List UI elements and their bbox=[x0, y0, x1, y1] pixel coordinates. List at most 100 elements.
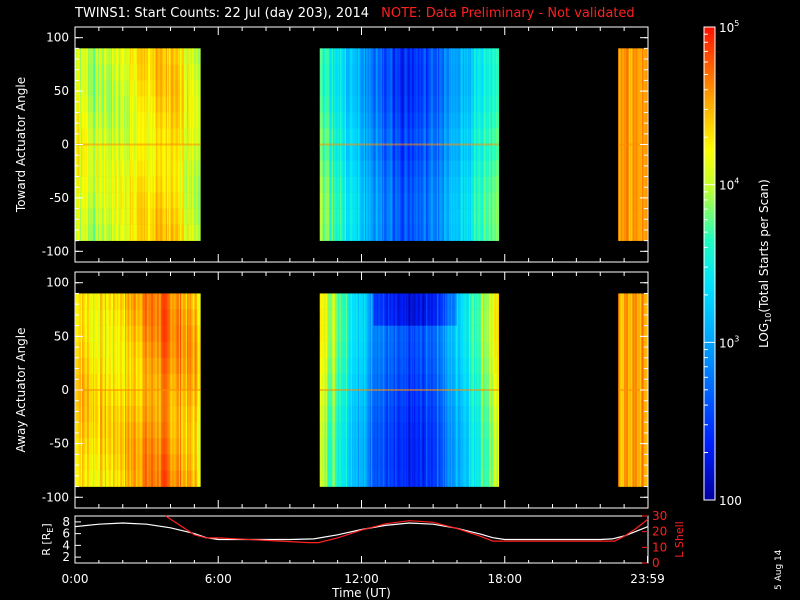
heatmap-cell bbox=[482, 176, 484, 193]
heatmap-cell bbox=[479, 128, 482, 145]
heatmap-cell bbox=[488, 64, 490, 81]
heatmap-cell bbox=[644, 208, 646, 225]
heatmap-cell bbox=[399, 80, 402, 97]
heatmap-cell bbox=[137, 128, 139, 145]
heatmap-cell bbox=[78, 112, 81, 129]
heatmap-cell bbox=[79, 208, 82, 225]
heatmap-cell bbox=[381, 144, 384, 161]
heatmap-cell bbox=[94, 48, 96, 65]
heatmap-cell bbox=[404, 96, 406, 113]
heatmap-cell bbox=[94, 192, 96, 209]
heatmap-cell bbox=[459, 224, 461, 241]
heatmap-cell bbox=[82, 341, 84, 359]
heatmap-cell bbox=[423, 64, 426, 81]
heatmap-cell bbox=[409, 160, 411, 177]
heatmap-cell bbox=[163, 96, 165, 113]
heatmap-cell bbox=[108, 112, 110, 129]
heatmap-cell bbox=[633, 48, 636, 65]
heatmap-cell bbox=[354, 454, 356, 471]
heatmap-cell bbox=[406, 80, 409, 97]
heatmap-cell bbox=[168, 224, 170, 241]
heatmap-cell bbox=[133, 470, 135, 487]
heatmap-cell bbox=[636, 160, 638, 177]
heatmap-cell bbox=[189, 373, 192, 391]
heatmap-cell bbox=[156, 422, 158, 439]
heatmap-cell bbox=[645, 224, 648, 241]
heatmap-cell bbox=[78, 208, 81, 225]
heatmap-cell bbox=[100, 192, 102, 209]
heatmap-cell bbox=[177, 373, 180, 391]
heatmap-cell bbox=[96, 438, 98, 455]
heatmap-cell bbox=[449, 176, 452, 193]
heatmap-cell bbox=[323, 48, 325, 65]
heatmap-cell bbox=[86, 144, 89, 161]
heatmap-cell bbox=[171, 224, 174, 241]
heatmap-cell bbox=[139, 128, 141, 145]
heatmap-cell bbox=[145, 128, 147, 145]
heatmap-cell bbox=[114, 176, 116, 193]
heatmap-cell bbox=[378, 80, 380, 97]
heatmap-cell bbox=[377, 224, 379, 241]
heatmap-cell bbox=[488, 48, 490, 65]
heatmap-cell bbox=[190, 128, 193, 145]
heatmap-cell bbox=[634, 224, 637, 241]
heatmap-cell bbox=[639, 80, 642, 97]
chart-title: TWINS1: Start Counts: 22 Jul (day 203), … bbox=[75, 6, 635, 21]
heatmap-cell bbox=[137, 438, 139, 455]
heatmap-cell bbox=[359, 160, 361, 177]
heatmap-cell bbox=[626, 176, 628, 193]
heatmap-cell bbox=[348, 470, 350, 487]
heatmap-cell bbox=[428, 128, 430, 145]
heatmap-cell bbox=[349, 390, 352, 407]
heatmap-cell bbox=[439, 80, 441, 97]
heatmap-cell bbox=[471, 176, 473, 193]
heatmap-cell bbox=[404, 224, 406, 241]
heatmap-cell bbox=[170, 208, 172, 225]
heatmap-cell bbox=[320, 373, 323, 391]
heatmap-cell bbox=[144, 64, 146, 81]
heatmap-cell bbox=[361, 144, 363, 161]
heatmap-cell bbox=[149, 64, 151, 81]
heatmap-cell bbox=[326, 325, 329, 343]
heatmap-cell bbox=[633, 80, 636, 97]
heatmap-cell bbox=[137, 341, 139, 359]
heatmap-cell bbox=[138, 208, 140, 225]
heatmap-cell bbox=[121, 309, 124, 326]
heatmap-cell bbox=[164, 293, 167, 310]
heatmap-cell bbox=[446, 144, 448, 161]
heatmap-cell bbox=[176, 208, 178, 225]
heatmap-cell bbox=[96, 309, 98, 326]
heatmap-cell bbox=[442, 176, 445, 193]
heatmap-cell bbox=[138, 422, 140, 439]
heatmap-cell bbox=[144, 80, 146, 97]
heatmap-cell bbox=[77, 325, 79, 343]
heatmap-cell bbox=[102, 357, 104, 375]
heatmap-cell bbox=[176, 325, 178, 343]
heatmap-cell bbox=[434, 80, 436, 97]
heatmap-cell bbox=[473, 64, 476, 81]
heatmap-cell bbox=[166, 406, 169, 423]
heatmap-cell bbox=[163, 48, 165, 65]
heatmap-cell bbox=[115, 373, 118, 391]
heatmap-cell bbox=[109, 293, 112, 310]
heatmap-cell bbox=[340, 470, 342, 487]
heatmap-cell bbox=[197, 144, 200, 161]
heatmap-cell bbox=[331, 406, 334, 423]
heatmap-cell bbox=[129, 325, 132, 343]
heatmap-cell bbox=[458, 224, 460, 241]
heatmap-cell bbox=[496, 112, 498, 129]
heatmap-cell bbox=[94, 325, 96, 343]
heatmap-cell bbox=[397, 64, 399, 81]
heatmap-cell bbox=[323, 341, 325, 359]
heatmap-cell bbox=[359, 176, 361, 193]
heatmap-cell bbox=[96, 341, 98, 359]
heatmap-cell bbox=[152, 208, 155, 225]
heatmap-cell bbox=[89, 406, 91, 423]
heatmap-cell bbox=[139, 48, 141, 65]
heatmap-cell bbox=[157, 64, 159, 81]
heatmap-cell bbox=[146, 224, 149, 241]
heatmap-cell bbox=[322, 325, 324, 343]
heatmap-cell bbox=[461, 144, 464, 161]
heatmap-cell bbox=[127, 309, 130, 326]
heatmap-cell bbox=[329, 80, 331, 97]
